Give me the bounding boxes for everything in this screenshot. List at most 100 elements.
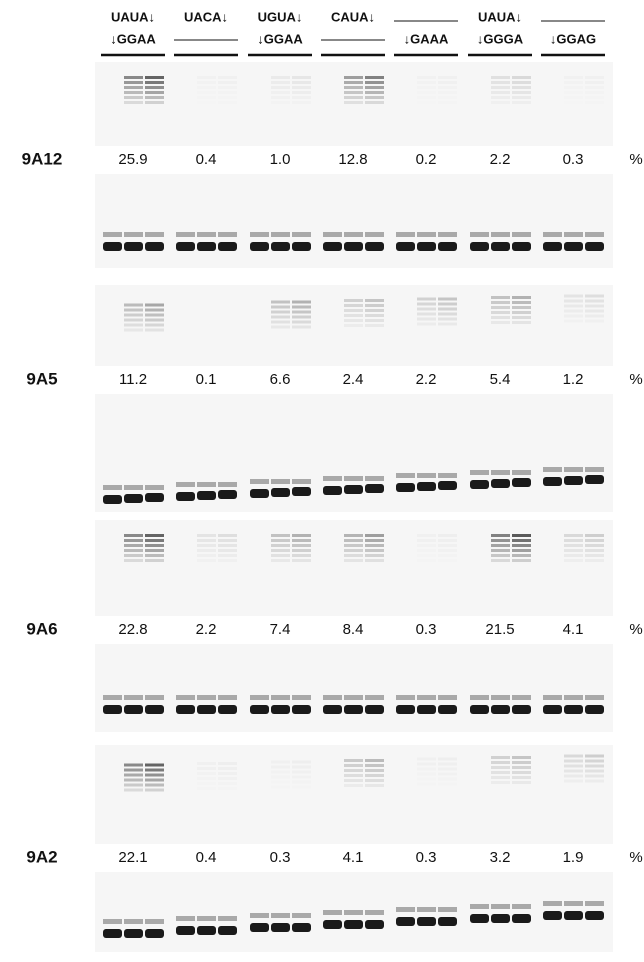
band-upper — [197, 782, 216, 785]
band-upper — [218, 534, 237, 537]
band-upper — [438, 554, 457, 557]
band-upper — [491, 306, 510, 309]
band-upper — [271, 534, 290, 537]
band-upper — [292, 554, 311, 557]
band-upper — [292, 81, 311, 84]
band-upper — [365, 76, 384, 79]
band-lower-faint — [585, 232, 604, 237]
band-upper — [491, 544, 510, 547]
band-lower-faint — [365, 232, 384, 237]
band-upper — [292, 101, 311, 104]
band-upper — [564, 770, 583, 773]
band-upper — [491, 766, 510, 769]
band-lower — [176, 705, 195, 714]
band-upper — [512, 549, 531, 552]
band-upper — [271, 96, 290, 99]
band-upper — [512, 321, 531, 324]
band-lower-faint — [438, 473, 457, 478]
band-lower-faint — [585, 695, 604, 700]
band-upper — [491, 311, 510, 314]
band-upper — [271, 301, 290, 304]
band-upper — [564, 101, 583, 104]
band-upper — [491, 756, 510, 759]
band-upper — [344, 324, 363, 327]
band-lower-faint — [438, 232, 457, 237]
band-upper — [491, 539, 510, 542]
band-upper — [292, 321, 311, 324]
band-upper — [145, 534, 164, 537]
band-lower — [564, 242, 583, 251]
band-lower — [564, 705, 583, 714]
band-lower-faint — [176, 695, 195, 700]
band-lower-faint — [396, 232, 415, 237]
band-upper — [145, 789, 164, 792]
band-upper — [564, 315, 583, 318]
band-upper — [197, 91, 216, 94]
band-upper — [512, 76, 531, 79]
band-lower — [218, 705, 237, 714]
band-lower-faint — [564, 232, 583, 237]
band-upper — [124, 86, 143, 89]
band-upper — [271, 539, 290, 542]
band-lower — [145, 929, 164, 938]
band-upper — [344, 774, 363, 777]
band-lower-faint — [323, 910, 342, 915]
band-upper — [564, 765, 583, 768]
band-lower — [585, 911, 604, 920]
band-upper — [124, 76, 143, 79]
band-upper — [197, 559, 216, 562]
band-upper — [218, 91, 237, 94]
band-upper — [491, 771, 510, 774]
band-lower — [323, 920, 342, 929]
band-upper — [512, 534, 531, 537]
band-lower-faint — [145, 919, 164, 924]
percentage: 0.3 — [270, 849, 291, 866]
band-lower — [585, 705, 604, 714]
band-upper — [344, 769, 363, 772]
band-lower — [365, 484, 384, 493]
band-upper — [344, 96, 363, 99]
band-upper — [491, 81, 510, 84]
band-upper — [365, 324, 384, 327]
header-bottom: ↓GGAA — [257, 31, 303, 46]
header-top: UACA↓ — [184, 9, 228, 24]
band-upper — [271, 776, 290, 779]
band-upper — [365, 96, 384, 99]
band-upper — [512, 776, 531, 779]
band-lower-faint — [103, 695, 122, 700]
band-upper — [197, 101, 216, 104]
band-upper — [417, 783, 436, 786]
band-upper — [218, 96, 237, 99]
band-lower-faint — [145, 695, 164, 700]
band-upper — [417, 318, 436, 321]
band-upper — [124, 769, 143, 772]
band-lower-faint — [365, 910, 384, 915]
band-lower-faint — [585, 467, 604, 472]
band-upper — [417, 549, 436, 552]
band-upper — [585, 86, 604, 89]
band-upper — [564, 91, 583, 94]
band-lower-faint — [438, 695, 457, 700]
band-upper — [197, 534, 216, 537]
percentage: 25.9 — [118, 151, 147, 168]
band-upper — [197, 554, 216, 557]
band-upper — [218, 559, 237, 562]
band-upper — [512, 306, 531, 309]
band-upper — [564, 544, 583, 547]
band-upper — [365, 534, 384, 537]
band-upper — [585, 775, 604, 778]
percentage: 0.3 — [416, 621, 437, 638]
band-upper — [292, 539, 311, 542]
band-upper — [365, 559, 384, 562]
band-upper — [491, 76, 510, 79]
band-lower — [218, 242, 237, 251]
band-upper — [564, 300, 583, 303]
band-lower-faint — [396, 907, 415, 912]
band-upper — [438, 559, 457, 562]
band-lower — [365, 242, 384, 251]
band-lower-faint — [103, 232, 122, 237]
band-upper — [197, 767, 216, 770]
band-upper — [585, 559, 604, 562]
band-upper — [564, 76, 583, 79]
band-lower — [491, 479, 510, 488]
